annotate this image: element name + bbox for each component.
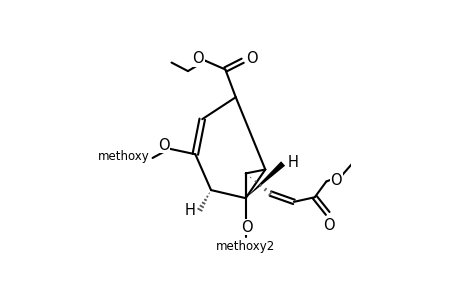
Text: O: O — [241, 220, 252, 235]
Text: H: H — [286, 155, 297, 170]
Text: O: O — [322, 218, 334, 232]
Text: methoxy2: methoxy2 — [216, 240, 274, 253]
Text: O: O — [245, 51, 257, 66]
Text: methoxy: methoxy — [97, 150, 149, 163]
Text: O: O — [330, 172, 341, 188]
Text: H: H — [185, 203, 196, 218]
Text: O: O — [157, 138, 169, 153]
Text: O: O — [192, 51, 204, 66]
Polygon shape — [245, 161, 285, 198]
